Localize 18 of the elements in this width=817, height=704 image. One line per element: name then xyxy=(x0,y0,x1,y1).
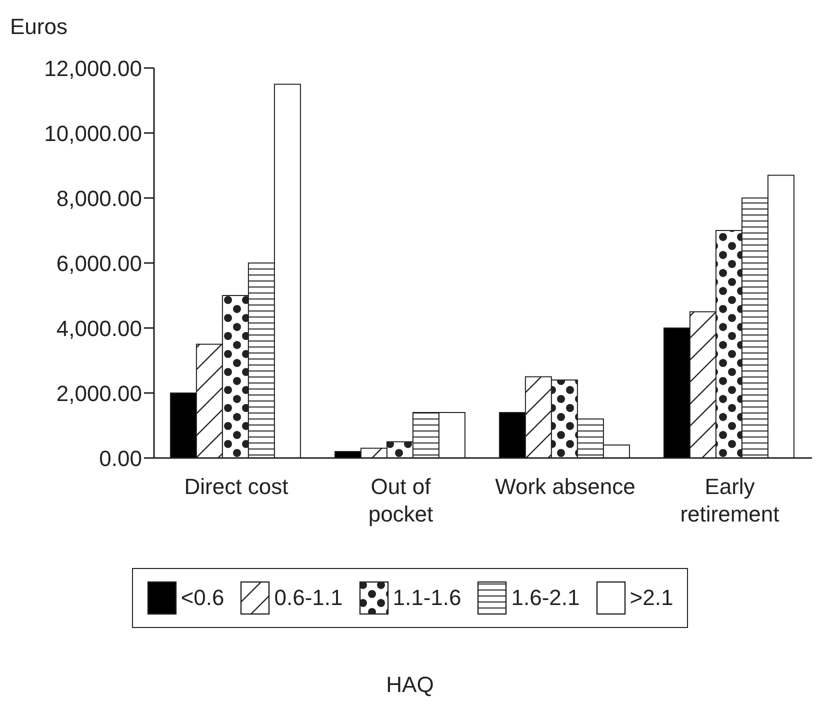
y-tick-label: 6,000.00 xyxy=(56,250,142,276)
legend-label: 1.6-2.1 xyxy=(511,585,580,611)
x-tick-label: Out of pocket xyxy=(368,474,434,526)
y-axis-title: Euros xyxy=(10,14,68,40)
x-tick-label: Direct cost xyxy=(184,474,288,499)
legend-label: >2.1 xyxy=(630,585,674,611)
y-tick-label: 0.00 xyxy=(99,446,142,471)
legend-label: <0.6 xyxy=(180,585,224,611)
x-tick-label: Work absence xyxy=(495,474,636,499)
legend-title: HAQ xyxy=(386,672,434,698)
y-tick-label: 4,000.00 xyxy=(56,316,142,341)
legend-label: 0.6-1.1 xyxy=(274,585,343,611)
y-tick-label: 10,000.00 xyxy=(44,120,142,146)
legend-label: 1.1-1.6 xyxy=(392,585,462,611)
y-tick-label: 2,000.00 xyxy=(56,380,142,406)
y-tick-label: 12,000.00 xyxy=(44,56,142,81)
x-tick-label: Early retirement xyxy=(680,474,780,526)
y-tick-label: 8,000.00 xyxy=(56,186,142,211)
